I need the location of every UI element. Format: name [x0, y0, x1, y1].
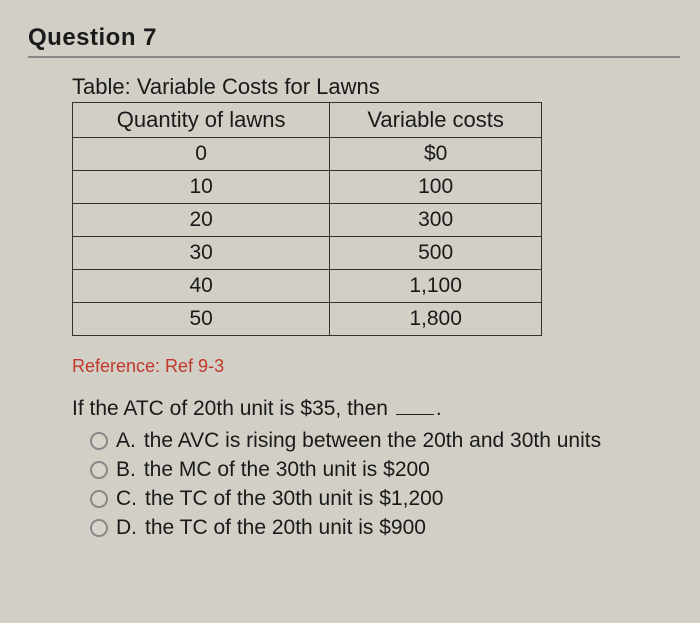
- option-text: the MC of the 30th unit is $200: [144, 458, 430, 482]
- question-content: Table: Variable Costs for Lawns Quantity…: [28, 74, 680, 540]
- page: Question 7 Table: Variable Costs for Law…: [0, 0, 700, 623]
- cell-cost: 500: [330, 237, 542, 270]
- option-letter: C.: [116, 487, 137, 511]
- cell-quantity: 10: [73, 171, 330, 204]
- table-row: 10 100: [73, 171, 542, 204]
- cell-quantity: 40: [73, 270, 330, 303]
- cell-quantity: 20: [73, 204, 330, 237]
- option-c[interactable]: C. the TC of the 30th unit is $1,200: [90, 487, 670, 511]
- table-row: 30 500: [73, 237, 542, 270]
- option-b[interactable]: B. the MC of the 30th unit is $200: [90, 458, 670, 482]
- question-stem: If the ATC of 20th unit is $35, then .: [72, 397, 670, 421]
- option-letter: B.: [116, 458, 136, 482]
- cell-quantity: 0: [73, 138, 330, 171]
- stem-text-pre: If the ATC of 20th unit is $35, then: [72, 397, 394, 420]
- table-row: 20 300: [73, 204, 542, 237]
- cell-cost: 300: [330, 204, 542, 237]
- cell-cost: 1,100: [330, 270, 542, 303]
- answer-options: A. the AVC is rising between the 20th an…: [72, 429, 670, 540]
- cell-cost: 1,800: [330, 303, 542, 336]
- table-row: 50 1,800: [73, 303, 542, 336]
- option-letter: D.: [116, 516, 137, 540]
- option-letter: A.: [116, 429, 136, 453]
- reference-line: Reference: Ref 9-3: [72, 356, 670, 377]
- radio-icon: [90, 490, 108, 508]
- column-header-quantity: Quantity of lawns: [73, 103, 330, 138]
- radio-icon: [90, 519, 108, 537]
- cell-quantity: 50: [73, 303, 330, 336]
- table-title: Table: Variable Costs for Lawns: [72, 74, 670, 100]
- radio-icon: [90, 432, 108, 450]
- cell-quantity: 30: [73, 237, 330, 270]
- option-text: the TC of the 20th unit is $900: [145, 516, 426, 540]
- cell-cost: $0: [330, 138, 542, 171]
- cost-table: Quantity of lawns Variable costs 0 $0 10…: [72, 102, 542, 336]
- option-a[interactable]: A. the AVC is rising between the 20th an…: [90, 429, 670, 453]
- fill-blank: [396, 414, 434, 415]
- option-d[interactable]: D. the TC of the 20th unit is $900: [90, 516, 670, 540]
- table-row: 40 1,100: [73, 270, 542, 303]
- option-text: the AVC is rising between the 20th and 3…: [144, 429, 601, 453]
- question-header: Question 7: [28, 24, 680, 58]
- column-header-variable-costs: Variable costs: [330, 103, 542, 138]
- table-row: 0 $0: [73, 138, 542, 171]
- radio-icon: [90, 461, 108, 479]
- cell-cost: 100: [330, 171, 542, 204]
- stem-text-post: .: [436, 397, 442, 420]
- option-text: the TC of the 30th unit is $1,200: [145, 487, 443, 511]
